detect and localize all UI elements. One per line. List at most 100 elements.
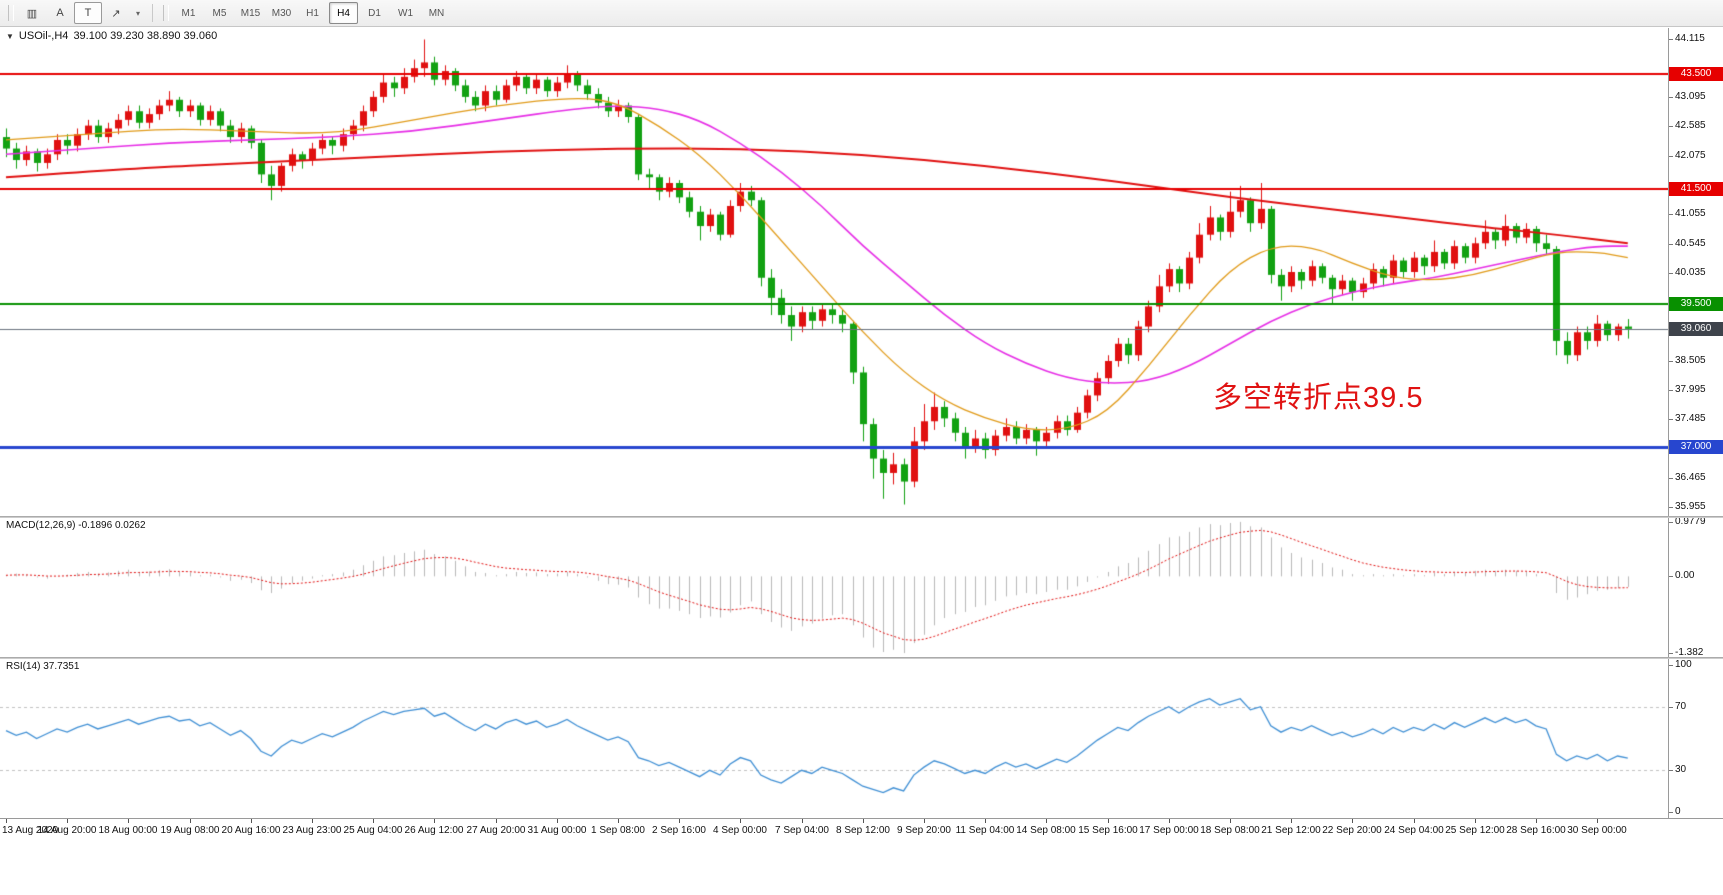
drawing-tools-group: ▥ A T ↗ ▾ <box>18 2 146 24</box>
time-tick-mark <box>740 819 741 823</box>
text-a-tool-button[interactable]: A <box>56 7 64 19</box>
time-tick-label: 25 Aug 04:00 <box>343 825 403 836</box>
price-tick-label: 30 <box>1675 764 1687 775</box>
time-tick-label: 9 Sep 20:00 <box>897 825 951 836</box>
time-tick-label: 14 Aug 20:00 <box>37 825 97 836</box>
time-tick-label: 31 Aug 00:00 <box>527 825 587 836</box>
timeframe-button-h4[interactable]: H4 <box>329 2 358 24</box>
timeframe-button-m1[interactable]: M1 <box>181 7 196 19</box>
axis-tick-mark <box>1669 419 1673 420</box>
time-tick-label: 18 Aug 00:00 <box>98 825 158 836</box>
text-label-tool-button[interactable]: T <box>74 2 102 24</box>
time-axis[interactable]: 13 Aug 2020 14 Aug 20:00 18 Aug 00:00 19 Au… <box>0 818 1723 895</box>
timeframe-button-w1[interactable]: W1 <box>398 7 413 19</box>
timeframe-group: M1 M5 M15 M30 H1 H4 D1 W1 MN <box>173 2 452 24</box>
time-tick-mark <box>251 819 252 823</box>
arrow-tool-button[interactable]: ↗ <box>111 7 121 20</box>
price-axis[interactable]: 44.115 43.095 42.585 42.075 41.055 40.545 40.0… <box>1668 28 1723 818</box>
time-tick-mark <box>434 819 435 823</box>
expander-triangle-icon[interactable]: ▼ <box>6 31 14 41</box>
arrow-tool-dropdown-button[interactable]: ▾ <box>135 8 140 18</box>
price-tick-label: 37.485 <box>1675 413 1706 424</box>
time-tick-label: 1 Sep 08:00 <box>591 825 645 836</box>
chart-text-annotation[interactable]: 多空转折点39.5 <box>1213 382 1424 414</box>
time-tick-label: 15 Sep 16:00 <box>1078 825 1138 836</box>
rsi-canvas[interactable] <box>0 659 1668 818</box>
price-tick-label: 41.055 <box>1675 208 1706 219</box>
price-tick-label: 44.115 <box>1675 33 1705 44</box>
charts-tool-button[interactable]: ▥ <box>26 7 38 20</box>
axis-tick-mark <box>1669 812 1673 813</box>
time-tick-mark <box>373 819 374 823</box>
axis-tick-mark <box>1669 273 1673 274</box>
time-tick-mark <box>1414 819 1415 823</box>
time-tick-mark <box>924 819 925 823</box>
axis-tick-mark <box>1669 156 1673 157</box>
price-tick-label: 36.465 <box>1675 472 1706 483</box>
panel-splitter[interactable] <box>0 657 1723 659</box>
price-tick-label: 70 <box>1675 701 1687 712</box>
price-chart-canvas[interactable] <box>0 28 1668 516</box>
time-tick-label: 21 Sep 12:00 <box>1261 825 1321 836</box>
price-tick-label: 0.00 <box>1675 570 1695 581</box>
price-tick-label: -1.382 <box>1675 647 1704 658</box>
time-tick-label: 8 Sep 12:00 <box>836 825 890 836</box>
time-tick-label: 18 Sep 08:00 <box>1200 825 1260 836</box>
timeframe-button-m5[interactable]: M5 <box>212 7 227 19</box>
toolbar-grip[interactable] <box>8 5 14 21</box>
time-tick-mark <box>312 819 313 823</box>
time-tick-label: 22 Sep 20:00 <box>1322 825 1382 836</box>
axis-tick-mark <box>1669 522 1673 523</box>
time-tick-mark <box>679 819 680 823</box>
price-tick-label: 100 <box>1675 659 1692 670</box>
axis-tick-mark <box>1669 39 1673 40</box>
axis-tick-mark <box>1669 214 1673 215</box>
time-tick-label: 17 Sep 00:00 <box>1139 825 1199 836</box>
timeframe-button-d1[interactable]: D1 <box>368 7 381 19</box>
time-tick-mark <box>1169 819 1170 823</box>
axis-tick-mark <box>1669 665 1673 666</box>
timeframe-button-m15[interactable]: M15 <box>240 7 261 19</box>
time-tick-mark <box>1536 819 1537 823</box>
toolbar-grip[interactable] <box>163 5 169 21</box>
price-tick-label: 43.095 <box>1675 91 1706 102</box>
time-tick-mark <box>1597 819 1598 823</box>
time-tick-label: 7 Sep 04:00 <box>775 825 829 836</box>
time-tick-mark <box>67 819 68 823</box>
chart-title: ▼ USOil-,H4 39.100 39.230 38.890 39.060 <box>6 30 217 42</box>
timeframe-button-h1[interactable]: H1 <box>306 7 319 19</box>
time-tick-mark <box>802 819 803 823</box>
time-tick-mark <box>863 819 864 823</box>
axis-tick-mark <box>1669 244 1673 245</box>
axis-tick-mark <box>1669 97 1673 98</box>
panel-splitter[interactable] <box>0 516 1723 518</box>
time-tick-mark <box>1291 819 1292 823</box>
time-tick-label: 13 Aug 2020 <box>2 825 59 836</box>
axis-tick-mark <box>1669 507 1673 508</box>
price-tick-label: 40.035 <box>1675 267 1706 278</box>
time-tick-label: 25 Sep 12:00 <box>1445 825 1505 836</box>
rsi-indicator-label: RSI(14) 37.7351 <box>6 661 80 672</box>
timeframe-button-m30[interactable]: M30 <box>271 7 292 19</box>
axis-tick-mark <box>1669 478 1673 479</box>
axis-tick-mark <box>1669 390 1673 391</box>
price-tick-label: 42.075 <box>1675 150 1706 161</box>
price-level-badge: 39.500 <box>1669 297 1723 311</box>
time-tick-mark <box>1046 819 1047 823</box>
time-tick-mark <box>1352 819 1353 823</box>
axis-tick-mark <box>1669 361 1673 362</box>
time-tick-label: 26 Aug 12:00 <box>404 825 464 836</box>
time-tick-mark <box>128 819 129 823</box>
time-tick-mark <box>190 819 191 823</box>
price-level-badge: 41.500 <box>1669 182 1723 196</box>
price-level-badge: 37.000 <box>1669 440 1723 454</box>
timeframe-button-mn[interactable]: MN <box>428 7 445 19</box>
axis-tick-mark <box>1669 707 1673 708</box>
price-tick-label: 0.9779 <box>1675 516 1706 527</box>
price-tick-label: 35.955 <box>1675 501 1706 512</box>
time-tick-mark <box>557 819 558 823</box>
symbol-period-label: USOil-,H4 <box>18 30 69 42</box>
macd-canvas[interactable] <box>0 518 1668 657</box>
time-tick-label: 20 Aug 16:00 <box>221 825 281 836</box>
